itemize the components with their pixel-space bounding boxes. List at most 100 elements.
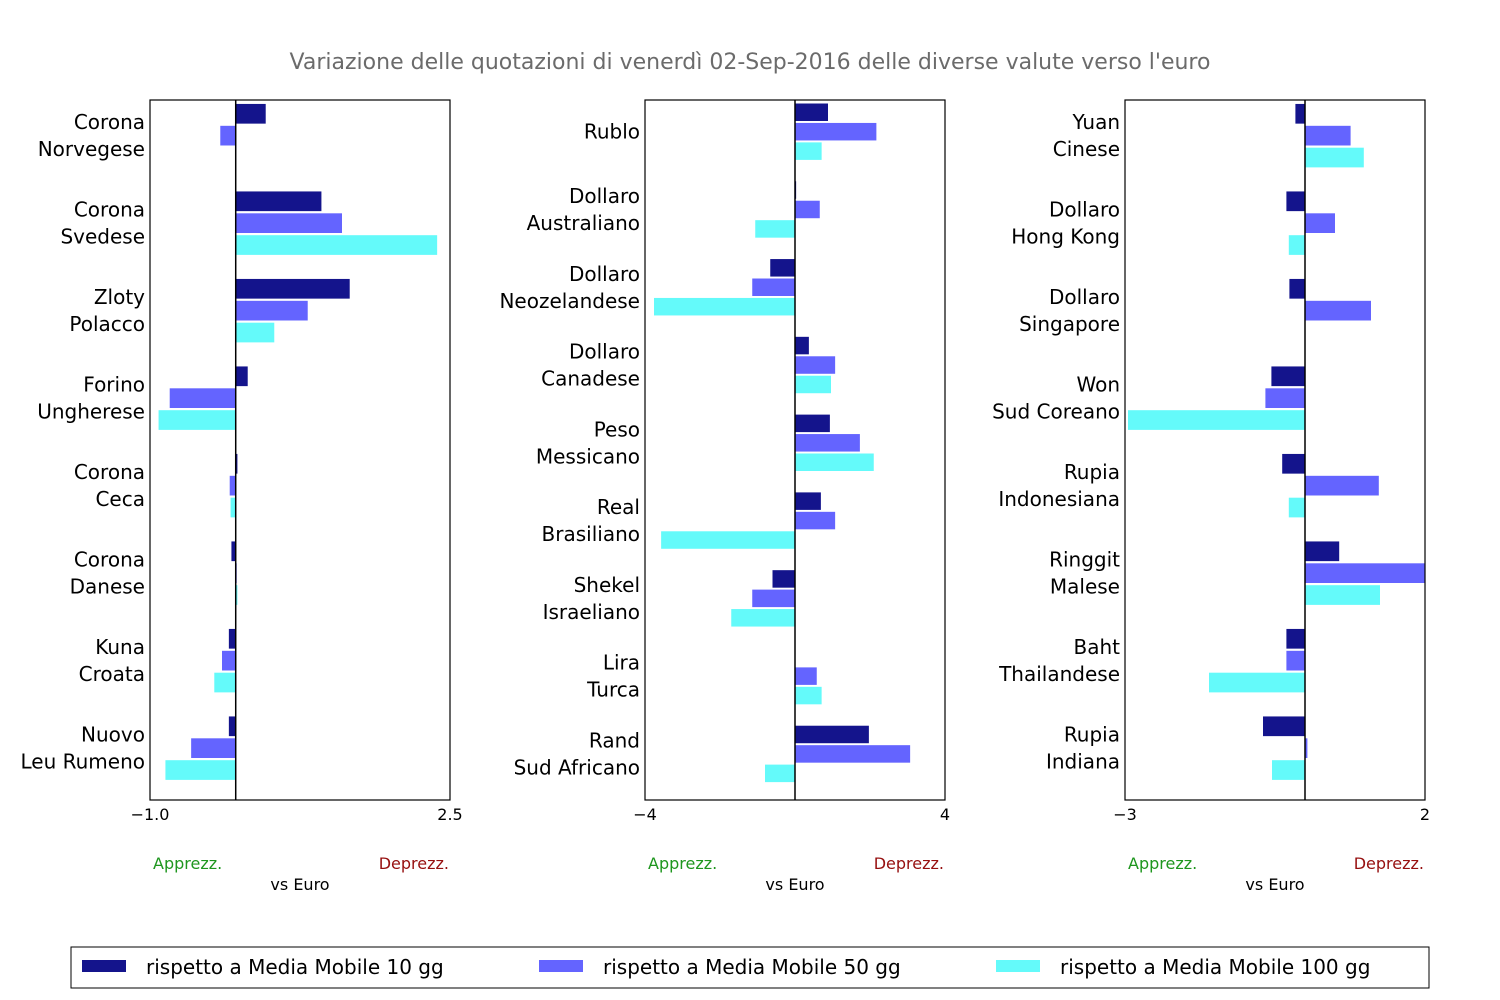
category-label-p2-6: Shekel Israeliano — [543, 573, 640, 624]
category-label-p2-7: Lira Turca — [586, 651, 640, 702]
label-deprezz-p1: Deprezz. — [379, 854, 449, 873]
bar-p2-100gg-5 — [661, 531, 796, 549]
bar-p3-10gg-5 — [1305, 541, 1340, 562]
panels: Corona Norvegese Corona Svedese Zloty Polacco… — [20, 99, 1430, 894]
bar-p1-10gg-7 — [228, 716, 236, 737]
bar-p2-100gg-2 — [654, 297, 795, 316]
category-label-p2-4: Peso Messicano — [536, 417, 640, 468]
category-label-p2-1: Dollaro Australiano — [527, 184, 640, 235]
panel-3: Yuan Cinese Dollaro Hong Kong Dollaro Singapo… — [992, 99, 1430, 894]
tick-label-p1-0: −1.0 — [131, 805, 170, 824]
chart-title: Variazione delle quotazioni di venerdì 0… — [290, 50, 1211, 75]
bar-p2-100gg-3 — [795, 375, 831, 394]
bar-p2-50gg-2 — [752, 278, 795, 296]
category-label-p1-6: Kuna Croata — [79, 635, 145, 686]
bar-p1-10gg-6 — [228, 628, 236, 649]
bar-p3-50gg-7 — [1305, 738, 1308, 758]
bar-p1-50gg-7 — [191, 738, 236, 758]
bar-p2-50gg-3 — [795, 356, 836, 374]
label-apprezz-p3: Apprezz. — [1128, 854, 1197, 873]
bar-p2-50gg-8 — [795, 745, 911, 763]
category-label-p1-5: Corona Danese — [70, 548, 145, 599]
bar-p2-100gg-8 — [765, 764, 795, 783]
tick-label-p2-1: 4 — [940, 805, 950, 824]
bar-p3-100gg-0 — [1305, 147, 1364, 168]
category-label-p3-3: Won Sud Coreano — [992, 373, 1120, 424]
category-label-p2-0: Rublo — [584, 120, 640, 144]
bar-p2-50gg-1 — [795, 200, 820, 219]
category-label-p1-3: Forino Ungherese — [37, 373, 145, 424]
bar-p1-10gg-2 — [235, 278, 350, 299]
category-label-p1-7: Nuovo Leu Rumeno — [20, 723, 145, 774]
category-label-p3-6: Baht Thailandese — [998, 635, 1120, 686]
category-label-p3-7: Rupia Indiana — [1046, 723, 1120, 774]
bar-p1-50gg-2 — [235, 300, 308, 321]
category-label-p1-4: Corona Ceca — [74, 460, 145, 511]
bar-p3-50gg-1 — [1305, 213, 1335, 233]
panel-1-frame — [149, 99, 451, 801]
panel-1: Corona Norvegese Corona Svedese Zloty Polacco… — [20, 99, 463, 894]
category-label-p2-3: Dollaro Canadese — [541, 340, 640, 391]
legend: rispetto a Media Mobile 10 gg rispetto a… — [70, 946, 1430, 989]
label-deprezz-p2: Deprezz. — [874, 854, 944, 873]
category-label-p3-2: Dollaro Singapore — [1019, 285, 1120, 336]
bar-p3-100gg-7 — [1272, 760, 1305, 780]
bar-p1-100gg-1 — [235, 235, 438, 255]
bar-p3-100gg-5 — [1305, 585, 1380, 605]
tick-label-p2-0: −4 — [633, 805, 657, 824]
bar-p3-50gg-6 — [1286, 650, 1305, 671]
category-label-p3-0: Yuan Cinese — [1053, 110, 1120, 161]
legend-label-100gg: rispetto a Media Mobile 100 gg — [1060, 955, 1370, 979]
bar-p3-100gg-3 — [1128, 410, 1305, 430]
legend-swatch-100gg — [996, 960, 1040, 972]
category-label-p1-2: Zloty Polacco — [69, 285, 145, 336]
bar-p2-50gg-0 — [795, 122, 877, 141]
bar-p1-100gg-2 — [235, 322, 275, 343]
bar-p3-10gg-2 — [1289, 278, 1305, 299]
bar-p1-10gg-3 — [235, 366, 248, 387]
category-label-p1-1: Corona Svedese — [60, 198, 145, 249]
bar-p2-10gg-4 — [795, 414, 830, 433]
bar-p1-50gg-0 — [220, 125, 236, 146]
category-label-p3-1: Dollaro Hong Kong — [1011, 198, 1120, 249]
category-label-p1-0: Corona Norvegese — [38, 110, 145, 161]
bar-p1-10gg-0 — [235, 103, 266, 124]
bar-p2-50gg-5 — [795, 511, 836, 530]
bar-p2-10gg-5 — [795, 492, 821, 510]
panel-2: Rublo Dollaro Australiano Dollaro Neozelande… — [499, 99, 950, 894]
category-label-p2-2: Dollaro Neozelandese — [499, 262, 640, 313]
bar-p3-10gg-3 — [1271, 366, 1305, 387]
panel-3-frame — [1124, 99, 1426, 801]
bar-p2-100gg-1 — [755, 220, 795, 238]
bar-p2-10gg-3 — [795, 336, 809, 355]
bar-p2-50gg-7 — [795, 667, 817, 685]
bar-p1-10gg-4 — [235, 453, 238, 474]
bar-p1-100gg-7 — [165, 760, 236, 780]
bar-p1-100gg-6 — [214, 672, 236, 693]
bar-p1-10gg-5 — [231, 541, 236, 562]
legend-label-50gg: rispetto a Media Mobile 50 gg — [603, 955, 901, 979]
bar-p1-50gg-4 — [229, 475, 236, 496]
label-deprezz-p3: Deprezz. — [1354, 854, 1424, 873]
bar-p2-10gg-6 — [772, 570, 795, 588]
category-label-p2-5: Real Brasiliano — [542, 495, 640, 546]
bar-p3-100gg-4 — [1288, 497, 1305, 518]
bar-p1-100gg-5 — [235, 585, 238, 605]
bar-p1-50gg-6 — [222, 650, 236, 671]
legend-swatch-10gg — [82, 960, 126, 972]
tick-label-p1-1: 2.5 — [437, 805, 462, 824]
bar-p3-50gg-0 — [1305, 125, 1351, 146]
bar-p2-100gg-4 — [795, 453, 874, 471]
bar-p3-50gg-3 — [1265, 388, 1305, 408]
tick-label-p3-0: −3 — [1113, 805, 1137, 824]
bar-p1-10gg-1 — [235, 191, 322, 212]
legend-frame — [70, 946, 1430, 989]
bar-p3-10gg-4 — [1282, 453, 1305, 474]
category-label-p3-5: Ringgit Malese — [1049, 548, 1120, 599]
bar-p1-50gg-3 — [169, 388, 236, 408]
x-axis-label-p3: vs Euro — [1245, 875, 1304, 894]
bar-p2-100gg-7 — [795, 686, 822, 705]
bar-p2-50gg-6 — [752, 589, 795, 608]
